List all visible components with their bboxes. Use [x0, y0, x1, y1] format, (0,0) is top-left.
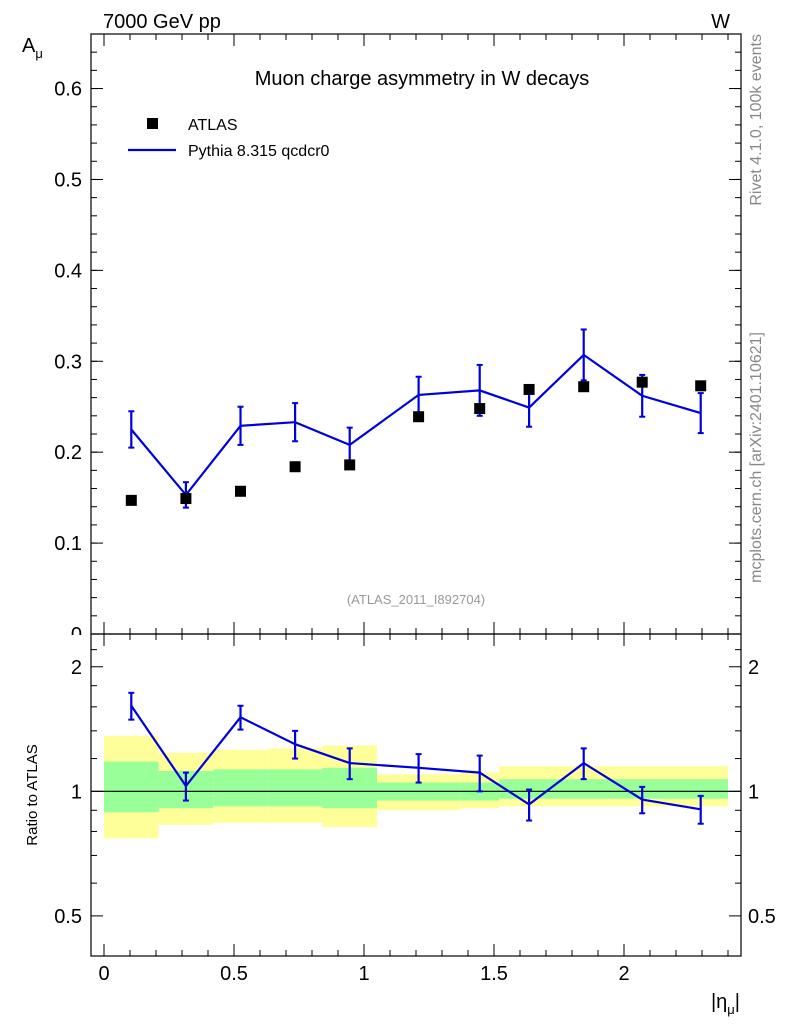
ratio-ylabel: Ratio to ATLAS: [24, 744, 41, 845]
ratio-plot-panel: 0.5 0.5 1 1 2 2 0 0.5 1 1.5 2 Ratio to ATLAS: [24, 633, 776, 985]
atlas-data-point: [289, 461, 301, 473]
ratio-stat-uncertainty-band: [213, 769, 268, 807]
atlas-data-point: [474, 403, 486, 415]
header-observable-label: W: [711, 11, 730, 33]
atlas-data-point: [523, 383, 535, 395]
ratio-frame: [90, 633, 742, 957]
atlas-data-point: [636, 376, 648, 388]
atlas-data-point: [125, 494, 137, 506]
main-y-tick-label: 0.4: [54, 260, 82, 282]
x-tick-label: 2: [618, 963, 629, 985]
main-plot-panel: Muon charge asymmetry in W decays (ATLAS…: [22, 33, 742, 646]
main-y-tick-label: 0.6: [54, 79, 82, 101]
ratio-y-tick-label-right: 2: [748, 657, 759, 679]
atlas-data-point: [695, 380, 707, 392]
main-y-tick-label: 0.2: [54, 442, 82, 464]
main-y-tick-label: 0.1: [54, 533, 82, 555]
main-ylabel: Aμ: [22, 35, 43, 61]
atlas-data-point: [235, 485, 246, 497]
chart-title: Muon charge asymmetry in W decays: [255, 68, 590, 90]
ratio-y-tick-label-left: 0.5: [54, 906, 82, 928]
legend-atlas-marker: [147, 118, 158, 129]
main-y-tick-label: 0.3: [54, 351, 82, 373]
atlas-data-point: [413, 411, 425, 423]
x-tick-label: 0.5: [220, 963, 248, 985]
ratio-label-mask: [40, 635, 90, 655]
legend-atlas-label: ATLAS: [188, 117, 238, 134]
atlas-data-point: [180, 493, 192, 505]
ratio-stat-uncertainty-band: [267, 769, 323, 807]
ratio-stat-uncertainty-band: [676, 779, 728, 799]
ratio-stat-uncertainty-band: [559, 779, 609, 799]
header-process-label: 7000 GeV pp: [103, 11, 221, 33]
ratio-y-tick-label-right: 1: [748, 781, 759, 803]
atlas-data-point: [578, 381, 590, 393]
x-tick-label: 0: [98, 963, 109, 985]
main-y-tick-label: 0.5: [54, 169, 82, 191]
analysis-watermark: (ATLAS_2011_I892704): [347, 592, 485, 607]
rivet-version-label: Rivet 4.1.0, 100k events: [748, 34, 765, 206]
ratio-y-tick-label-right: 0.5: [748, 906, 776, 928]
legend-pythia-label: Pythia 8.315 qcdcr0: [188, 143, 330, 160]
ratio-stat-uncertainty-band: [104, 761, 159, 813]
x-tick-label: 1: [358, 963, 369, 985]
ratio-y-tick-label-left: 2: [71, 657, 82, 679]
x-tick-label: 1.5: [480, 963, 508, 985]
atlas-data-point: [344, 459, 356, 471]
ratio-y-tick-label-left: 1: [71, 781, 82, 803]
xlabel: |ημ|: [711, 991, 740, 1017]
mcplots-label: mcplots.cern.ch [arXiv:2401.10621]: [748, 332, 765, 583]
